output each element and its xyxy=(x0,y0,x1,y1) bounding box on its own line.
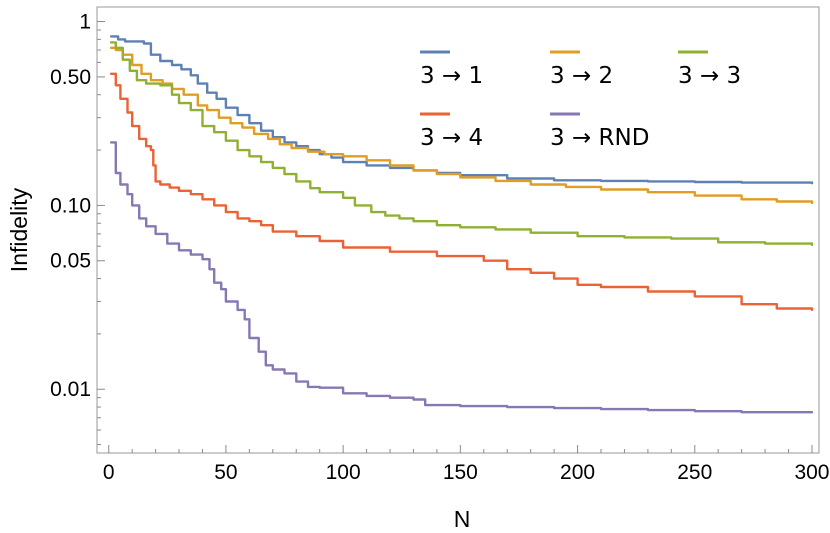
y-tick-label: 0.05 xyxy=(50,250,91,273)
plot-frame xyxy=(96,6,820,454)
legend-label: 3 → 3 xyxy=(678,63,741,89)
series-line xyxy=(109,35,814,185)
legend-label: 3 → 2 xyxy=(550,63,613,89)
x-tick-label: 0 xyxy=(103,461,115,484)
y-tick-label: 0.01 xyxy=(50,378,91,401)
y-axis: 0.01 0.05 0.10 0.50 1 xyxy=(50,11,105,446)
x-tick-label: 100 xyxy=(326,461,361,484)
x-tick-label: 150 xyxy=(443,461,478,484)
x-tick-label: 300 xyxy=(794,461,829,484)
x-axis-label: N xyxy=(454,506,471,532)
x-tick-label: 50 xyxy=(214,461,237,484)
legend: 3 → 1 3 → 2 3 → 3 3 → 4 3 → RND xyxy=(420,50,741,151)
series-line xyxy=(109,141,814,414)
y-tick-label: 0.50 xyxy=(50,66,91,89)
series-line xyxy=(109,41,814,247)
x-axis: 0 50 100 150 200 250 300 xyxy=(103,445,829,484)
y-tick-label: 0.10 xyxy=(50,194,91,217)
x-tick-label: 250 xyxy=(677,461,712,484)
series-line xyxy=(109,72,814,312)
x-tick-label: 200 xyxy=(560,461,595,484)
series-lines xyxy=(109,35,814,414)
series-line xyxy=(109,46,814,205)
y-tick-label: 1 xyxy=(79,11,91,34)
legend-label: 3 → RND xyxy=(550,125,649,151)
y-axis-label: Infidelity xyxy=(6,187,32,272)
legend-label: 3 → 1 xyxy=(420,63,483,89)
legend-label: 3 → 4 xyxy=(420,125,483,151)
